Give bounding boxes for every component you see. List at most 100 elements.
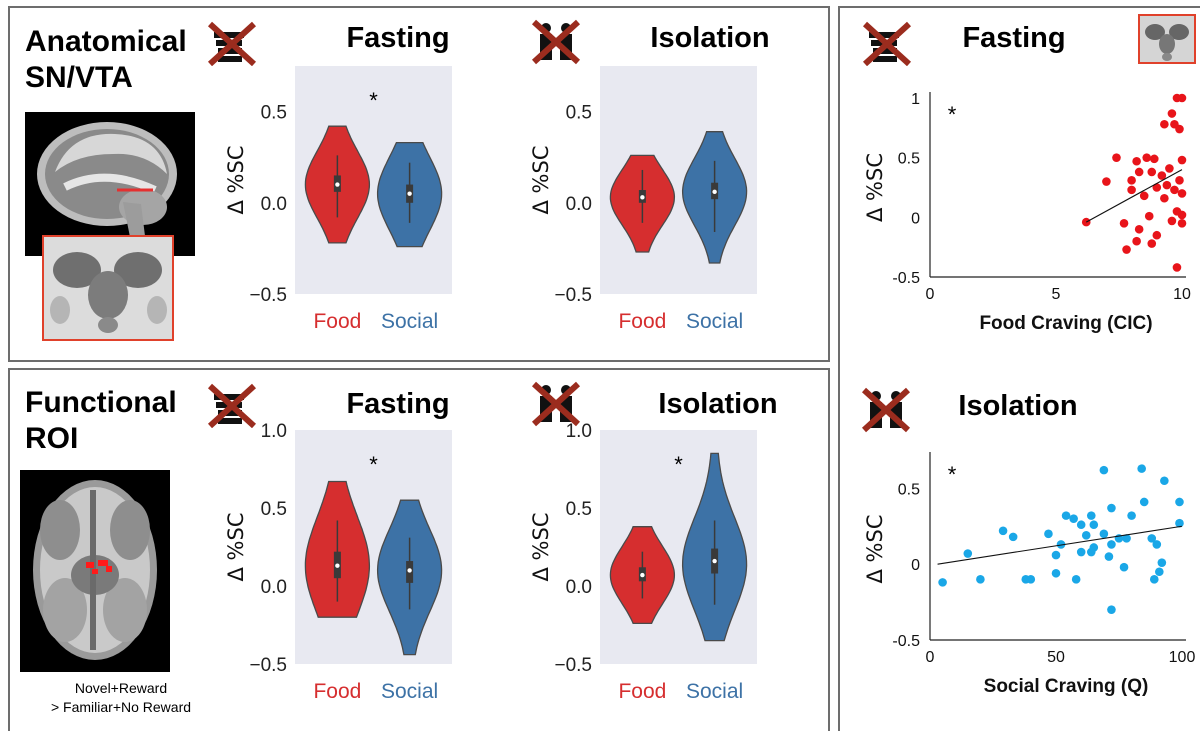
y-tick-label: 0.5	[898, 151, 920, 168]
scatter-point	[1112, 153, 1121, 162]
violin-median	[407, 568, 412, 573]
scatter-point	[1127, 176, 1136, 185]
scatter-point	[1026, 575, 1036, 584]
scatter-point	[1177, 219, 1187, 228]
significance-marker: *	[948, 462, 957, 487]
scatter-point	[1160, 193, 1169, 203]
scatter-point	[1107, 540, 1116, 549]
x-axis-label: Food Craving (CIC)	[979, 313, 1152, 334]
scatter-point	[1160, 119, 1169, 129]
scatter-point	[1172, 263, 1182, 272]
crossed-out-food-icon	[862, 21, 912, 66]
scatter-point	[1162, 180, 1172, 190]
functional-label: Functional ROI	[25, 385, 177, 457]
y-tick-label: −0.5	[249, 655, 287, 676]
functional-panel-frame	[8, 368, 830, 731]
scatter-point	[1086, 547, 1096, 557]
crossed-out-people-icon	[531, 19, 581, 65]
sagittal-mri-image	[25, 112, 195, 256]
scatter-point	[1099, 465, 1109, 475]
scatter-point	[1102, 177, 1111, 186]
scatter-point	[1152, 540, 1162, 549]
y-tick-label: 0.0	[566, 577, 592, 598]
violin-median	[407, 191, 412, 196]
y-tick-label: 0	[911, 210, 920, 227]
scatter-point	[1139, 191, 1149, 201]
y-axis-label: Δ %SC	[224, 146, 248, 215]
category-label: Social	[381, 680, 438, 703]
plot-title: Isolation	[650, 22, 770, 54]
y-tick-label: −0.5	[249, 285, 287, 306]
scatter-point	[1008, 532, 1018, 542]
y-tick-label: 0.5	[566, 499, 592, 520]
scatter-point	[1149, 154, 1159, 164]
anatomical-label-line2: SN/VTA	[25, 61, 133, 94]
scatter-point	[1160, 476, 1169, 486]
scatter-point	[1157, 171, 1167, 180]
category-label: Social	[381, 310, 438, 333]
scatter-point	[1137, 464, 1146, 473]
y-axis-label: Δ %SC	[863, 515, 887, 584]
scatter-point	[1134, 224, 1144, 234]
scatter-point	[1076, 520, 1086, 530]
scatter-point	[1149, 575, 1159, 584]
scatter-point	[1061, 511, 1071, 520]
scatter-point	[1147, 534, 1157, 543]
scatter-point	[1107, 605, 1116, 614]
functional-label-line1: Functional	[25, 386, 177, 419]
category-label: Food	[313, 310, 361, 333]
scatter-chart-fasting: 0 5 10 1 0.5 0 -0.5 Food Craving (CIC) Δ %SC *	[863, 91, 1191, 334]
scatter-point	[1119, 562, 1129, 572]
y-tick-label: 0	[911, 557, 920, 574]
y-tick-label: −0.5	[554, 655, 592, 676]
violin-chart-anatomical-isolation: 0.5 0.0 −0.5 Δ %SC Food Social	[529, 66, 757, 333]
significance-marker: *	[674, 452, 683, 477]
scatter-point	[1104, 552, 1114, 561]
scatter-point	[1152, 183, 1162, 192]
scatter-point	[1081, 531, 1091, 540]
violin-median	[712, 189, 717, 195]
scatter-point	[1139, 497, 1149, 507]
crossed-out-food-icon	[207, 21, 257, 66]
scatter-point	[1122, 245, 1131, 254]
scatter-point	[1127, 185, 1136, 195]
scatter-point	[1056, 540, 1066, 549]
crossed-out-food-icon	[207, 383, 257, 428]
scatter-point	[1144, 211, 1154, 221]
scatter-point	[1127, 511, 1136, 520]
y-tick-label: -0.5	[892, 633, 920, 650]
plot-title: Fasting	[346, 22, 450, 54]
scatter-point	[1099, 529, 1109, 539]
y-tick-label: 0.0	[261, 194, 287, 215]
scatter-point	[1107, 503, 1116, 513]
scatter-point	[1177, 210, 1187, 220]
scatter-point	[1081, 217, 1091, 227]
y-tick-label: 1	[911, 91, 920, 108]
y-axis-label: Δ %SC	[224, 513, 248, 582]
x-tick-label: 50	[1047, 649, 1065, 666]
y-tick-label: 1.0	[261, 421, 287, 442]
roi-contrast-caption: Novel+Reward > Familiar+No Reward	[0, 679, 242, 717]
y-tick-label: 0.5	[566, 103, 592, 124]
crossed-out-people-icon	[531, 381, 581, 427]
scatter-point	[1044, 529, 1053, 539]
y-tick-label: 0.0	[566, 194, 592, 215]
scatter-point	[1132, 236, 1141, 246]
scatter-point	[1175, 497, 1184, 507]
x-tick-label: 100	[1169, 649, 1196, 666]
significance-marker: *	[369, 452, 378, 477]
scatter-point	[1086, 511, 1096, 520]
scatter-point	[1155, 567, 1164, 577]
scatter-point	[1147, 167, 1157, 177]
scatter-chart-isolation: 0 50 100 0.5 0 -0.5 Social Craving (Q) Δ %SC *	[863, 452, 1196, 697]
category-label: Food	[313, 680, 361, 703]
scatter-point	[1134, 167, 1144, 177]
y-tick-label: 0.5	[261, 103, 287, 124]
category-label: Food	[618, 310, 666, 333]
trend-line	[937, 525, 1183, 565]
trend-line	[1085, 169, 1183, 223]
violin-median	[712, 558, 717, 564]
scatter-point	[1157, 558, 1167, 567]
significance-marker: *	[948, 102, 957, 127]
anatomical-label-line1: Anatomical	[25, 25, 187, 58]
